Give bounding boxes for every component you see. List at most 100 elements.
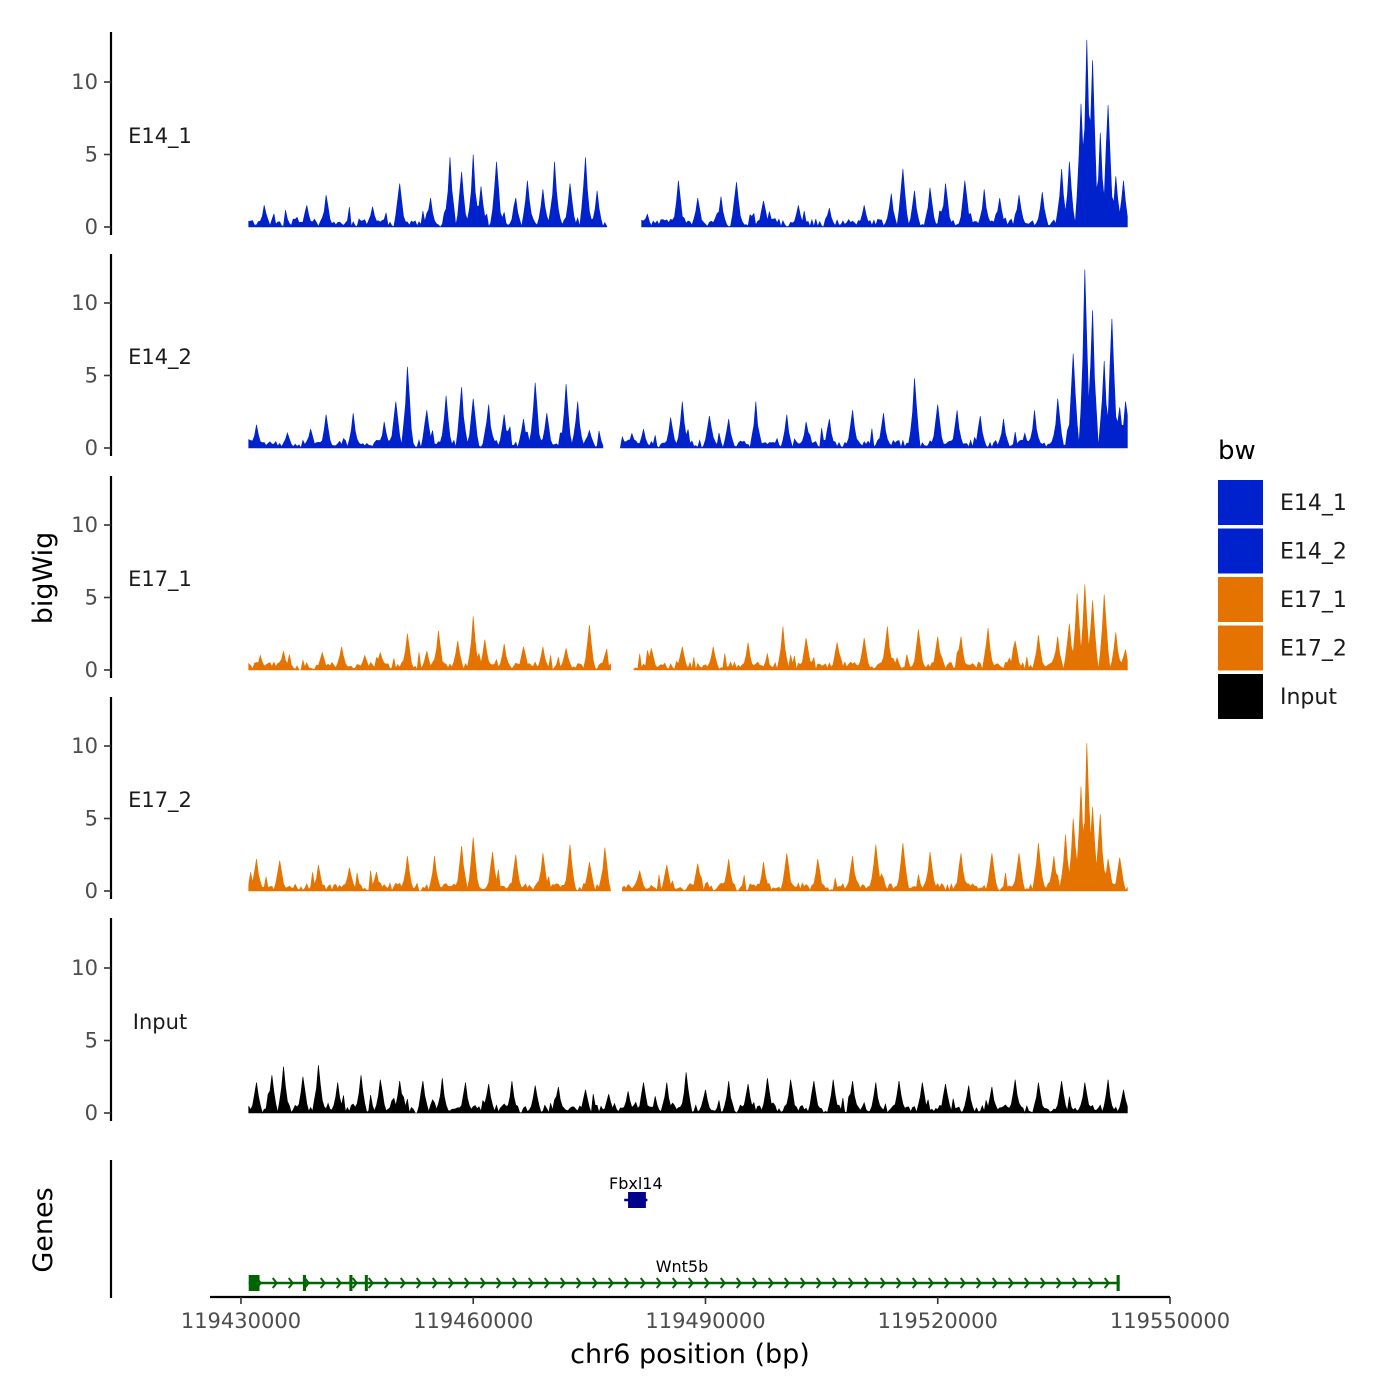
signal-peak xyxy=(798,205,799,206)
signal-peak xyxy=(1084,1082,1085,1083)
gene-exon xyxy=(349,1275,353,1291)
signal-peak xyxy=(1015,1079,1016,1080)
x-axis-title: chr6 position (bp) xyxy=(570,1339,810,1370)
signal-peak xyxy=(678,180,679,181)
track-input: 0 5 10 Input xyxy=(71,918,1128,1125)
strand-arrow xyxy=(655,1277,662,1289)
signal-peak xyxy=(1100,814,1101,815)
signal-peak xyxy=(666,864,667,865)
strand-arrow xyxy=(511,1277,518,1289)
y-tick-label: 5 xyxy=(85,364,98,388)
strand-arrow xyxy=(287,1277,294,1289)
strand-arrow xyxy=(975,1277,982,1289)
signal-peak xyxy=(957,410,958,411)
signal-peak xyxy=(833,1079,834,1080)
signal-peak xyxy=(461,846,462,847)
signal-peak xyxy=(651,648,652,649)
signal-peak xyxy=(1061,1081,1062,1082)
signal-peak xyxy=(728,1081,729,1082)
y-tick-label: 0 xyxy=(85,879,98,903)
track-label: E17_1 xyxy=(128,567,192,592)
signal-peak xyxy=(829,419,830,420)
signal-peak xyxy=(1084,584,1085,585)
gene-exon xyxy=(628,1192,646,1208)
signal-peak xyxy=(527,180,528,181)
signal-peak xyxy=(628,1091,629,1092)
gene-fbxl14: Fbxl14 xyxy=(609,1174,663,1208)
signal-peak xyxy=(736,182,737,183)
signal-peak xyxy=(806,421,807,422)
strand-arrow xyxy=(367,1277,374,1289)
signal-peak xyxy=(256,424,257,425)
signal-peak xyxy=(1123,1089,1124,1090)
strand-arrow xyxy=(815,1277,822,1289)
signal-peak xyxy=(1092,60,1093,61)
signal-peak xyxy=(1100,132,1101,133)
signal-peak xyxy=(589,430,590,431)
signal-peak xyxy=(902,843,903,844)
strand-arrow xyxy=(863,1277,870,1289)
track-e17_2: 0 5 10 E17_2 xyxy=(71,697,1128,903)
signal-peak xyxy=(523,419,524,420)
signal-peak xyxy=(1092,806,1093,807)
signal-peak xyxy=(380,1079,381,1080)
signal-peak xyxy=(960,636,961,637)
legend-label: E17_2 xyxy=(1280,637,1347,662)
signal-peak xyxy=(1069,623,1070,624)
signal-peak xyxy=(1065,834,1066,835)
signal-peak xyxy=(597,190,598,191)
signal-peak xyxy=(306,205,307,206)
strand-arrow xyxy=(751,1277,758,1289)
signal-peak xyxy=(1038,843,1039,844)
signal-peak xyxy=(914,190,915,191)
signal-area xyxy=(248,39,1128,228)
signal-peak xyxy=(1057,398,1058,399)
y-tick-label: 5 xyxy=(85,1029,98,1053)
signal-peak xyxy=(705,1089,706,1090)
signal-peak xyxy=(682,646,683,647)
signal-peak xyxy=(930,187,931,188)
legend-label: E14_2 xyxy=(1280,540,1347,565)
signal-peak xyxy=(1034,410,1035,411)
signal-peak xyxy=(450,157,451,158)
signal-peak xyxy=(720,196,721,197)
strand-arrow xyxy=(879,1277,886,1289)
signal-peak xyxy=(1125,401,1126,402)
signal-peak xyxy=(492,851,493,852)
gene-exon xyxy=(364,1275,368,1291)
signal-peak xyxy=(384,421,385,422)
signal-peak xyxy=(999,198,1000,199)
signal-peak xyxy=(376,872,377,873)
signal-peak xyxy=(697,863,698,864)
signal-peak xyxy=(666,1082,667,1083)
signal-peak xyxy=(504,643,505,644)
signal-peak xyxy=(271,1075,272,1076)
signal-peak xyxy=(1003,419,1004,420)
strand-arrow xyxy=(335,1277,342,1289)
signal-peak xyxy=(535,382,536,383)
strand-arrow xyxy=(703,1277,710,1289)
genes-axis-title: Genes xyxy=(28,1187,59,1272)
strand-arrow xyxy=(559,1277,566,1289)
x-tick-label: 119490000 xyxy=(645,1309,765,1333)
signal-peak xyxy=(515,854,516,855)
x-axis: 119430000 119460000 119490000 119520000 1195… xyxy=(181,1295,1230,1333)
y-tick-label: 5 xyxy=(85,143,98,167)
legend-key xyxy=(1218,480,1263,525)
signal-peak xyxy=(1111,318,1112,319)
signal-peak xyxy=(991,853,992,854)
signal-peak xyxy=(755,401,756,402)
signal-peak xyxy=(930,851,931,852)
signal-peak xyxy=(813,1081,814,1082)
signal-peak xyxy=(473,837,474,838)
signal-peak xyxy=(589,625,590,626)
track-e14_1: 0 5 10 E14_1 xyxy=(71,32,1128,239)
track-label: E17_2 xyxy=(128,788,192,813)
signal-peak xyxy=(817,859,818,860)
y-tick-label: 10 xyxy=(71,513,98,537)
strand-arrow xyxy=(479,1277,486,1289)
signal-peak xyxy=(1115,632,1116,633)
signal-peak xyxy=(283,1066,284,1067)
signal-peak xyxy=(434,856,435,857)
signal-peak xyxy=(767,1078,768,1079)
